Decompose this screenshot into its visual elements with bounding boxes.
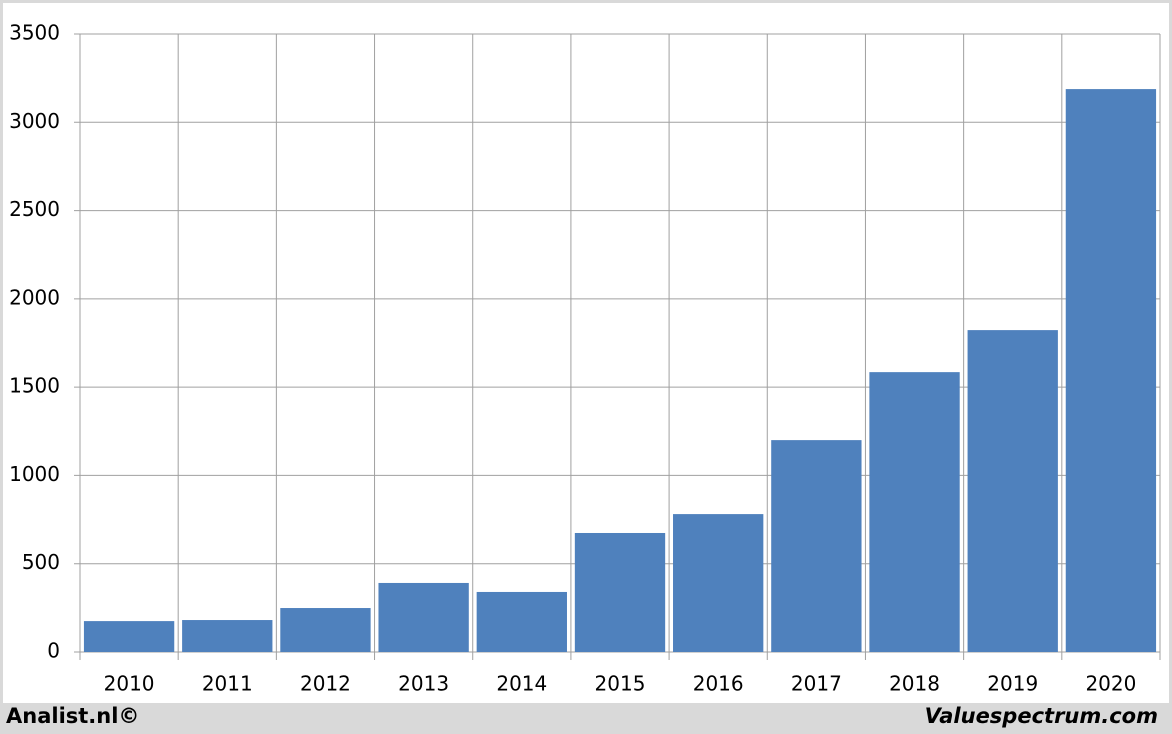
x-tick-label: 2012 bbox=[300, 672, 351, 696]
y-tick-label: 500 bbox=[22, 550, 60, 574]
x-tick-label: 2016 bbox=[693, 672, 744, 696]
x-tick-label: 2013 bbox=[398, 672, 449, 696]
footer-right: Valuespectrum.com bbox=[925, 704, 1158, 728]
bar bbox=[378, 582, 469, 652]
x-tick-label: 2019 bbox=[987, 672, 1038, 696]
y-tick-label: 0 bbox=[47, 639, 60, 663]
x-tick-label: 2014 bbox=[496, 672, 547, 696]
bar bbox=[1065, 89, 1157, 653]
x-tick-label: 2018 bbox=[889, 672, 940, 696]
footer-left: Analist.nl© bbox=[6, 704, 139, 728]
bar bbox=[280, 608, 371, 652]
bar bbox=[673, 514, 764, 652]
x-tick-label: 2010 bbox=[104, 672, 155, 696]
x-tick-label: 2017 bbox=[791, 672, 842, 696]
y-tick-label: 3000 bbox=[9, 109, 60, 133]
y-tick-label: 1500 bbox=[9, 374, 60, 398]
bar bbox=[476, 591, 567, 652]
bar bbox=[574, 532, 666, 652]
bar bbox=[869, 372, 960, 652]
x-tick-label: 2020 bbox=[1085, 672, 1136, 696]
x-tick-label: 2011 bbox=[202, 672, 253, 696]
bar bbox=[83, 621, 175, 652]
y-tick-label: 1000 bbox=[9, 462, 60, 486]
y-tick-label: 3500 bbox=[9, 21, 60, 45]
x-tick-label: 2015 bbox=[595, 672, 646, 696]
y-tick-label: 2000 bbox=[9, 285, 60, 309]
y-tick-label: 2500 bbox=[9, 197, 60, 221]
bar bbox=[967, 330, 1058, 652]
bar bbox=[182, 620, 273, 652]
bar bbox=[771, 440, 862, 652]
